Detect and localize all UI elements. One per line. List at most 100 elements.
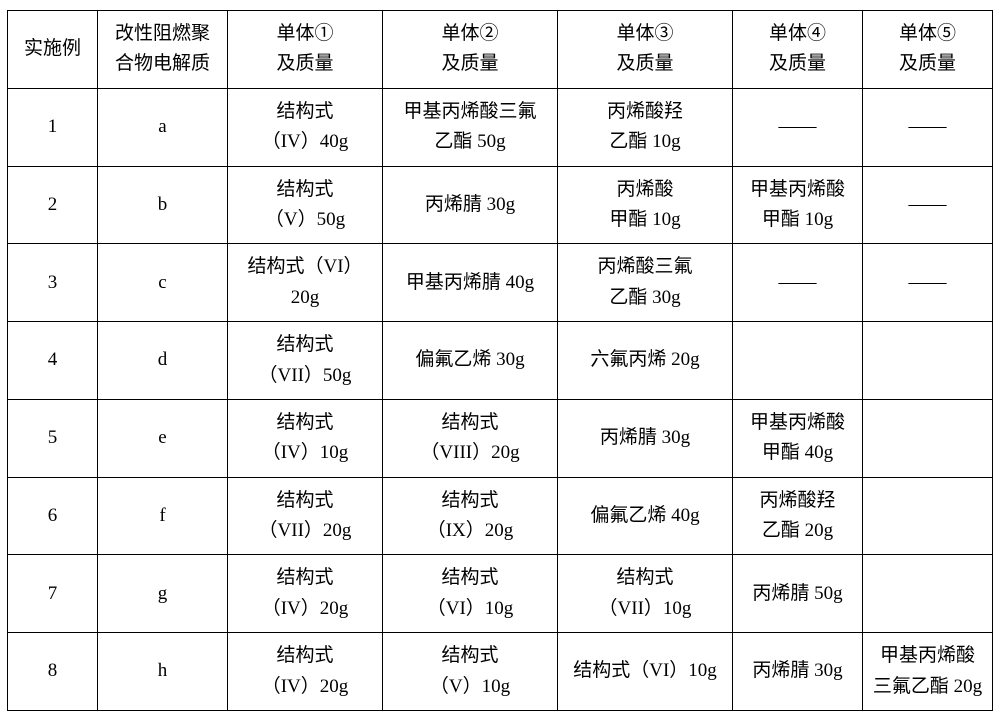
cell-text: 5 (48, 427, 58, 448)
cell-line2: （VI）10g (427, 598, 514, 619)
cell-line2: 乙酯 20g (762, 520, 833, 541)
cell-example: 5 (8, 399, 98, 477)
cell-monomer5 (863, 399, 993, 477)
cell-line1: 丙烯酸羟 (759, 490, 835, 511)
table-row: 6f结构式（VII）20g结构式（IX）20g偏氟乙烯 40g丙烯酸羟乙酯 20… (8, 477, 993, 555)
cell-example: 2 (8, 166, 98, 244)
cell-line1: 结构式 (616, 567, 673, 588)
cell-text: —— (909, 272, 947, 293)
cell-text: 7 (48, 583, 58, 604)
cell-text: 丙烯腈 30g (600, 427, 690, 448)
cell-monomer1: 结构式（IV）10g (228, 399, 383, 477)
cell-electrolyte: a (98, 88, 228, 166)
cell-line2: （IV）10g (262, 442, 349, 463)
header-line2: 及质量 (276, 53, 333, 74)
header-line2: 及质量 (616, 53, 673, 74)
cell-monomer5 (863, 555, 993, 633)
cell-line2: 乙酯 50g (434, 131, 505, 152)
cell-line2: （VII）50g (259, 365, 352, 386)
cell-line2: 20g (291, 287, 320, 308)
table-row: 3c结构式（VI）20g甲基丙烯腈 40g丙烯酸三氟乙酯 30g———— (8, 244, 993, 322)
cell-electrolyte: g (98, 555, 228, 633)
cell-line1: 结构式 (276, 334, 333, 355)
col-header-example: 实施例 (8, 11, 98, 89)
col-header-monomer2: 单体②及质量 (383, 11, 558, 89)
cell-line1: 结构式 (276, 490, 333, 511)
table-row: 5e结构式（IV）10g结构式（VIII）20g丙烯腈 30g甲基丙烯酸甲酯 4… (8, 399, 993, 477)
cell-line1: 结构式 (441, 490, 498, 511)
cell-monomer4 (733, 322, 863, 400)
cell-monomer3: 偏氟乙烯 40g (558, 477, 733, 555)
cell-monomer5 (863, 322, 993, 400)
cell-line2: 乙酯 30g (609, 287, 680, 308)
cell-monomer3: 丙烯酸羟乙酯 10g (558, 88, 733, 166)
cell-line2: 三氟乙酯 20g (873, 676, 982, 697)
cell-line2: （IX）20g (427, 520, 514, 541)
cell-text: e (158, 427, 166, 448)
cell-text: 2 (48, 194, 58, 215)
header-line1: 单体⑤ (899, 23, 956, 44)
cell-monomer2: 甲基丙烯酸三氟乙酯 50g (383, 88, 558, 166)
cell-monomer1: 结构式（VI）20g (228, 244, 383, 322)
cell-monomer4: 甲基丙烯酸甲酯 40g (733, 399, 863, 477)
cell-line1: 结构式 (276, 567, 333, 588)
cell-monomer2: 结构式（V）10g (383, 633, 558, 711)
cell-line1: 甲基丙烯酸 (750, 179, 845, 200)
header-text: 实施例 (24, 38, 81, 59)
cell-electrolyte: e (98, 399, 228, 477)
cell-monomer4: 甲基丙烯酸甲酯 10g (733, 166, 863, 244)
cell-example: 4 (8, 322, 98, 400)
cell-line2: （V）10g (430, 676, 510, 697)
cell-text: b (158, 194, 168, 215)
cell-line1: 结构式 (441, 412, 498, 433)
cell-monomer2: 结构式 （IX）20g (383, 477, 558, 555)
cell-text: —— (909, 116, 947, 137)
cell-line1: 甲基丙烯酸 (750, 412, 845, 433)
table-row: 2b结构式（V）50g丙烯腈 30g丙烯酸甲酯 10g甲基丙烯酸甲酯 10g—— (8, 166, 993, 244)
cell-text: h (158, 660, 168, 681)
cell-monomer5 (863, 477, 993, 555)
cell-line1: 结构式 (276, 645, 333, 666)
table-row: 7g结构式（IV）20g结构式（VI）10g结构式（VII）10g丙烯腈 50g (8, 555, 993, 633)
cell-text: 8 (48, 660, 58, 681)
cell-text: g (158, 583, 168, 604)
cell-text: 3 (48, 272, 58, 293)
cell-monomer2: 结构式（VIII）20g (383, 399, 558, 477)
cell-line1: 甲基丙烯酸三氟 (403, 101, 536, 122)
cell-monomer4: —— (733, 244, 863, 322)
cell-electrolyte: b (98, 166, 228, 244)
cell-line2: 甲酯 10g (609, 209, 680, 230)
cell-monomer2: 丙烯腈 30g (383, 166, 558, 244)
cell-line1: 丙烯酸羟 (607, 101, 683, 122)
table-row: 4d结构式（VII）50g偏氟乙烯 30g六氟丙烯 20g (8, 322, 993, 400)
header-line2: 及质量 (441, 53, 498, 74)
header-line1: 单体④ (769, 23, 826, 44)
table-body: 1a结构式（IV）40g甲基丙烯酸三氟乙酯 50g丙烯酸羟乙酯 10g————2… (8, 88, 993, 710)
col-header-monomer1: 单体①及质量 (228, 11, 383, 89)
cell-monomer5: —— (863, 244, 993, 322)
cell-monomer4: 丙烯酸羟乙酯 20g (733, 477, 863, 555)
col-header-monomer4: 单体④ 及质量 (733, 11, 863, 89)
cell-monomer2: 偏氟乙烯 30g (383, 322, 558, 400)
header-row: 实施例 改性阻燃聚合物电解质 单体①及质量 单体②及质量 单体③及质量 单体④及… (8, 11, 993, 89)
cell-line1: 结构式 (276, 101, 333, 122)
header-line2: 及质量 (899, 53, 956, 74)
cell-text: 甲基丙烯腈 40g (406, 272, 534, 293)
cell-electrolyte: h (98, 633, 228, 711)
cell-monomer2: 结构式（VI）10g (383, 555, 558, 633)
cell-text: c (158, 272, 166, 293)
col-header-monomer5: 单体⑤ 及质量 (863, 11, 993, 89)
cell-monomer5: —— (863, 166, 993, 244)
cell-text: f (159, 505, 165, 526)
cell-example: 3 (8, 244, 98, 322)
cell-text: 6 (48, 505, 58, 526)
cell-line2: （IV）40g (262, 131, 349, 152)
cell-text: 偏氟乙烯 40g (590, 505, 699, 526)
cell-line2: （VII）10g (599, 598, 692, 619)
header-line1: 单体③ (616, 23, 673, 44)
table-row: 8h结构式（IV）20g结构式（V）10g结构式（VI）10g丙烯腈 30g甲基… (8, 633, 993, 711)
cell-monomer1: 结构式 （VII）50g (228, 322, 383, 400)
cell-text: —— (779, 116, 817, 137)
cell-monomer3: 结构式（VI）10g (558, 633, 733, 711)
header-line2: 及质量 (769, 53, 826, 74)
